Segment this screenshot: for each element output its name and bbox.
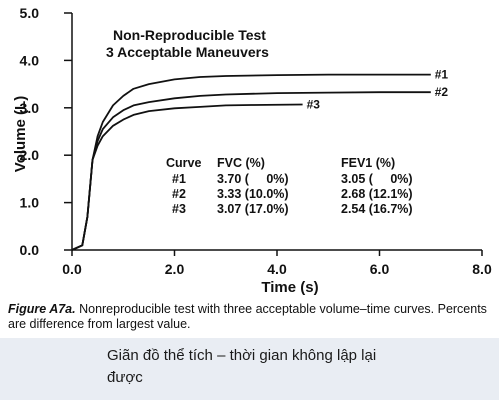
y-tick-label: 0.0 (20, 242, 40, 258)
table-row-3-fev1: 2.54 (16.7%) (341, 202, 413, 216)
table-header-curve: Curve (166, 156, 201, 170)
table-row-3-curve: #3 (172, 202, 186, 216)
x-tick-label: 6.0 (370, 261, 390, 277)
y-axis-label: Volume (L) (12, 96, 29, 172)
volume-time-chart: 0.01.02.03.04.05.0 0.0 2.0 4.0 6.0 8.0 #1#2#… (12, 5, 492, 296)
table-row-2-fev1: 2.68 (12.1%) (341, 187, 413, 201)
figure-reference: Figure A7a. (8, 302, 76, 316)
footer-caption: Giãn đồ thể tích – thời gian không lập l… (107, 347, 377, 386)
figure-caption: Figure A7a. Nonreproducible test with th… (8, 302, 496, 332)
y-tick-label: 4.0 (20, 52, 40, 68)
chart-title: Non-Reproducible Test (113, 27, 266, 43)
results-table: Curve FVC (%) FEV1 (%) #1 3.70 ( 0%) 3.0… (166, 156, 413, 216)
x-tick-label: 2.0 (165, 261, 185, 277)
table-row-1-curve: #1 (172, 172, 186, 186)
table-row-3-fvc: 3.07 (17.0%) (217, 202, 289, 216)
figure-caption-text: Nonreproducible test with three acceptab… (8, 302, 487, 331)
x-tick-label: 0.0 (62, 261, 82, 277)
table-header-fvc: FVC (%) (217, 156, 265, 170)
series-label-2: #2 (435, 85, 449, 99)
series-label-3: #3 (307, 97, 321, 111)
series-line-3 (71, 103, 303, 251)
x-tick-label: 8.0 (472, 261, 492, 277)
x-tick-label: 4.0 (267, 261, 287, 277)
table-header-fev1: FEV1 (%) (341, 156, 395, 170)
table-row-2-curve: #2 (172, 187, 186, 201)
footer-panel: Giãn đồ thể tích – thời gian không lập l… (0, 338, 499, 400)
x-axis-label: Time (s) (261, 279, 318, 296)
y-axis-ticks: 0.0 1.0 2.0 3.0 4.0 5.0 (20, 5, 72, 258)
table-row-1-fvc: 3.70 ( 0%) (217, 172, 289, 186)
x-axis-ticks: 0.0 2.0 4.0 6.0 8.0 (62, 250, 492, 277)
y-tick-label: 2.0 (20, 147, 40, 163)
chart-series: #1#2#3 (71, 68, 449, 251)
y-tick-label: 3.0 (20, 100, 40, 116)
series-label-1: #1 (435, 68, 449, 82)
y-tick-label: 1.0 (20, 195, 40, 211)
table-row-1-fev1: 3.05 ( 0%) (341, 172, 413, 186)
y-tick-label: 5.0 (20, 5, 40, 21)
chart-subtitle: 3 Acceptable Maneuvers (106, 44, 269, 60)
table-row-2-fvc: 3.33 (10.0%) (217, 187, 289, 201)
